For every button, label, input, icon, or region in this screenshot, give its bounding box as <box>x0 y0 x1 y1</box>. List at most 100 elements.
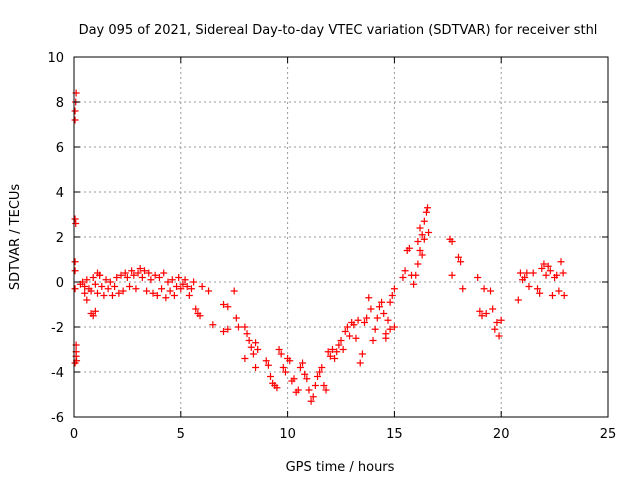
data-point <box>100 292 108 299</box>
data-point <box>175 274 183 281</box>
data-point <box>98 283 106 290</box>
data-point <box>412 271 420 279</box>
x-tick-label: 0 <box>70 427 78 442</box>
data-point <box>525 283 533 290</box>
data-point <box>341 328 349 335</box>
data-point <box>360 319 368 326</box>
data-point <box>71 359 79 367</box>
data-point <box>418 251 426 259</box>
data-point <box>91 280 99 288</box>
data-point <box>328 346 336 353</box>
data-point <box>185 292 193 299</box>
data-point <box>158 285 166 293</box>
data-point <box>422 208 430 216</box>
data-point <box>71 116 79 124</box>
data-point <box>123 274 131 281</box>
data-point <box>281 368 289 376</box>
data-point <box>87 287 95 295</box>
data-point <box>363 314 371 322</box>
data-point <box>119 287 127 295</box>
data-point <box>230 287 238 295</box>
data-point <box>339 346 347 353</box>
data-point <box>390 285 398 293</box>
data-point <box>296 364 304 371</box>
y-tick-label: 6 <box>56 141 64 156</box>
data-point <box>162 294 170 302</box>
data-point <box>343 323 351 331</box>
data-point <box>346 332 354 340</box>
data-point <box>516 269 524 277</box>
data-point <box>71 285 79 293</box>
data-point <box>489 305 497 313</box>
data-point <box>326 352 334 360</box>
data-point <box>267 373 275 380</box>
data-point <box>220 301 228 308</box>
data-point <box>79 278 87 286</box>
data-point <box>386 298 394 306</box>
data-point <box>147 276 155 284</box>
data-point <box>89 312 97 320</box>
data-point <box>416 247 424 254</box>
data-point <box>277 350 285 358</box>
data-point <box>333 348 341 356</box>
data-point <box>538 265 546 272</box>
data-point <box>249 350 257 358</box>
data-point <box>192 305 200 313</box>
y-tick-label: 4 <box>56 186 64 201</box>
data-point <box>160 269 168 277</box>
y-tick-label: 0 <box>56 276 64 291</box>
data-point <box>425 229 433 236</box>
data-point <box>168 276 176 284</box>
data-point <box>314 373 322 380</box>
data-point <box>106 278 114 286</box>
data-point <box>309 393 317 401</box>
y-tick-label: -4 <box>51 366 64 381</box>
data-point <box>224 303 232 311</box>
x-tick-label: 15 <box>386 427 403 442</box>
data-point <box>382 334 390 342</box>
data-point <box>544 262 552 270</box>
data-point <box>305 386 313 394</box>
data-point <box>190 278 198 286</box>
data-point <box>83 296 91 304</box>
data-point <box>546 267 554 275</box>
y-tick-label: -6 <box>51 411 64 426</box>
data-point <box>89 274 97 281</box>
x-tick-label: 25 <box>600 427 617 442</box>
data-point <box>134 269 142 277</box>
data-point <box>187 285 195 293</box>
y-tick-label: -2 <box>51 321 64 336</box>
data-point <box>476 307 484 315</box>
chart-title: Day 095 of 2021, Sidereal Day-to-day VTE… <box>79 23 598 38</box>
data-point <box>536 289 544 297</box>
data-point <box>181 276 189 284</box>
data-point <box>514 296 522 304</box>
data-point <box>491 325 499 333</box>
data-point <box>350 321 358 329</box>
data-point <box>529 269 537 277</box>
x-tick-label: 10 <box>279 427 296 442</box>
data-point <box>318 364 326 371</box>
x-tick-label: 5 <box>177 427 185 442</box>
data-point <box>153 292 161 299</box>
data-point <box>335 341 343 349</box>
data-point <box>316 368 324 376</box>
y-axis-label: SDTVAR / TECUs <box>8 184 23 291</box>
data-point <box>96 271 104 279</box>
data-point <box>356 359 364 367</box>
data-point <box>179 280 187 288</box>
data-point <box>170 292 178 299</box>
data-point <box>205 287 213 295</box>
data-point <box>138 274 146 281</box>
data-point <box>390 323 398 331</box>
data-point <box>303 375 311 383</box>
data-point <box>126 283 134 290</box>
data-point <box>487 287 495 295</box>
data-point <box>209 321 217 329</box>
y-tick-label: 10 <box>47 51 64 66</box>
data-point <box>373 314 381 322</box>
data-point <box>405 244 413 252</box>
data-point <box>410 280 418 288</box>
data-point <box>143 287 151 295</box>
